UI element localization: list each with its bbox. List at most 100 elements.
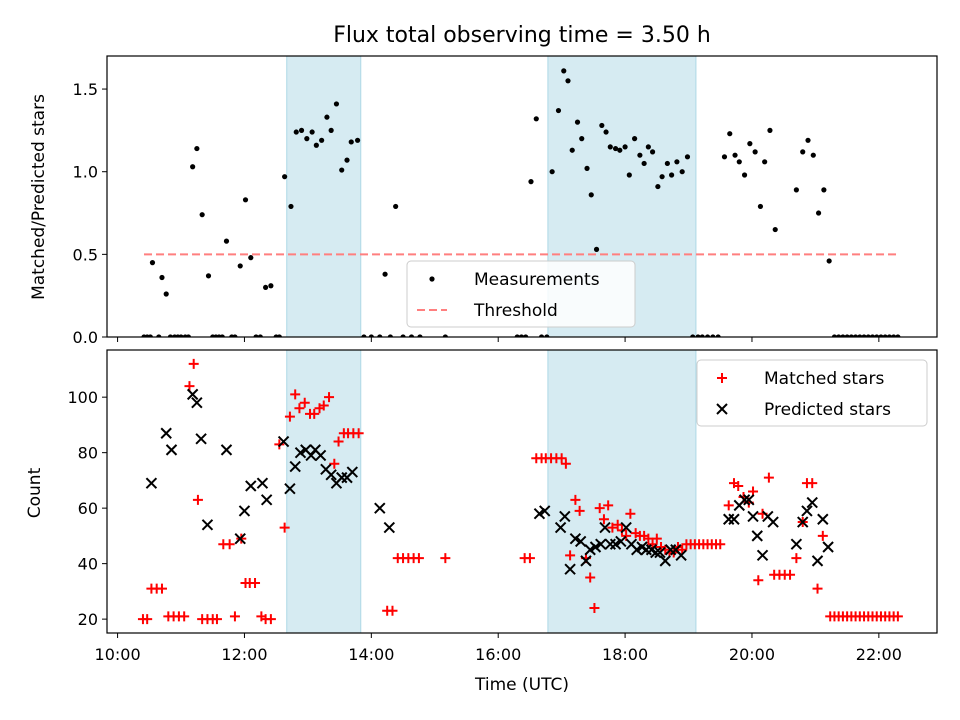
data-point [569, 147, 575, 153]
data-point [810, 152, 816, 158]
data-point [861, 334, 867, 337]
data-point [184, 381, 195, 392]
data-point [747, 141, 753, 147]
data-point [599, 122, 605, 129]
data-point [674, 159, 680, 165]
data-point [314, 449, 327, 462]
data-point [574, 119, 581, 125]
data-point [284, 411, 295, 422]
data-point [865, 334, 871, 337]
data-point [738, 494, 751, 506]
data-point [753, 575, 764, 586]
data-point [191, 397, 203, 409]
data-point [413, 553, 424, 564]
data-point [767, 127, 773, 133]
data-point [186, 388, 199, 401]
data-point [805, 137, 811, 143]
legend-label: Measurements [474, 270, 600, 290]
data-point [149, 260, 156, 266]
data-point [248, 255, 254, 261]
data-point [626, 172, 632, 178]
data-point [289, 460, 301, 473]
data-point [274, 439, 285, 450]
data-point [539, 505, 551, 517]
data-point [886, 334, 893, 337]
data-point [721, 154, 728, 160]
legend-box [406, 260, 636, 328]
data-point [211, 614, 222, 625]
data-point [756, 549, 769, 562]
data-point [574, 535, 587, 548]
data-point [882, 334, 888, 337]
y-tick-label: 40 [78, 555, 98, 574]
data-point [715, 334, 721, 337]
data-point [237, 263, 243, 269]
data-point [584, 165, 590, 171]
data-point [822, 541, 834, 553]
data-point [836, 334, 842, 337]
data-point [763, 472, 774, 483]
data-point [704, 334, 711, 337]
y-tick-label: 0.5 [73, 245, 98, 264]
data-point [147, 334, 153, 337]
data-point [564, 563, 576, 575]
data-point [190, 164, 196, 170]
data-point [400, 334, 406, 337]
data-point [616, 525, 627, 536]
data-point [298, 127, 305, 133]
data-point [785, 569, 796, 580]
data-point [699, 334, 705, 337]
data-point [293, 129, 299, 135]
data-point [817, 513, 829, 525]
data-point [374, 502, 386, 514]
data-point [620, 521, 632, 534]
data-point [722, 513, 735, 525]
data-point [304, 136, 310, 142]
data-point [344, 157, 350, 163]
data-point [615, 535, 627, 548]
data-point [318, 400, 329, 411]
legend-label: Threshold [473, 301, 558, 321]
data-point [757, 203, 764, 210]
data-point [279, 522, 290, 533]
data-point [874, 334, 880, 337]
data-point [250, 578, 261, 589]
data-point [593, 246, 600, 252]
data-point [607, 144, 613, 150]
legend-marker [717, 373, 727, 383]
data-point [290, 389, 301, 400]
data-point [643, 533, 654, 544]
data-point [612, 519, 623, 530]
data-point [695, 334, 701, 337]
data-point [622, 144, 628, 150]
x-tick-label: 10:00 [95, 645, 141, 664]
legend-label: Predicted stars [764, 400, 891, 420]
legend: Matched stars Predicted stars [696, 359, 928, 427]
data-point [382, 271, 388, 277]
data-point [812, 583, 823, 594]
shaded-region [286, 55, 362, 338]
data-point [333, 436, 344, 447]
data-point [594, 503, 605, 514]
data-point [728, 513, 740, 525]
data-point [848, 334, 854, 337]
chart-title: Flux total observing time = 3.50 h [333, 23, 711, 48]
data-point [767, 516, 779, 528]
data-point [589, 603, 600, 614]
data-point [159, 274, 165, 281]
data-point [533, 116, 539, 122]
data-point [245, 480, 257, 492]
legend-marker [716, 403, 728, 415]
data-point [641, 160, 647, 167]
data-point [165, 444, 178, 456]
data-point [523, 334, 529, 337]
data-point [224, 539, 235, 550]
bottom-panel-counts: 20 40 60 80 100 10:00 12:00 14:00 16:00 18:00 20:0… [67, 349, 938, 664]
data-point [238, 505, 251, 517]
x-tick-label: 18:00 [602, 645, 648, 664]
data-point [324, 114, 330, 120]
data-point [354, 137, 361, 143]
data-point [361, 334, 367, 337]
data-point [654, 546, 666, 559]
